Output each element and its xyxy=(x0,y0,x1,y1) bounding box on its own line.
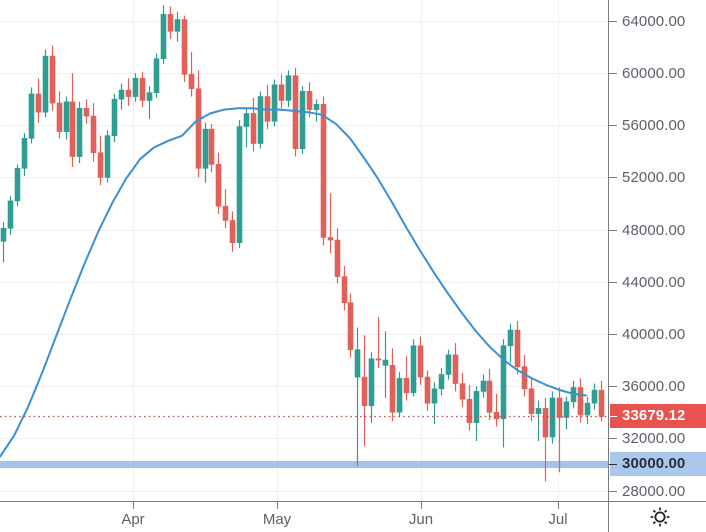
time-axis-label: Jun xyxy=(408,511,434,528)
chart-canvas xyxy=(0,0,608,501)
price-axis-label: 28000.00 xyxy=(622,483,686,500)
price-axis-label: 56000.00 xyxy=(622,117,686,134)
candlestick-series xyxy=(0,5,605,482)
time-tick xyxy=(133,502,134,509)
price-tick xyxy=(609,438,617,439)
price-tick xyxy=(609,125,617,126)
price-tick xyxy=(609,73,617,74)
time-tick xyxy=(277,502,278,509)
price-tick xyxy=(609,386,617,387)
time-axis[interactable]: Apr May Jun Jul xyxy=(0,501,706,532)
time-axis-label: Jul xyxy=(548,511,568,528)
price-axis-label: 48000.00 xyxy=(622,222,686,239)
chart-plot-area[interactable] xyxy=(0,0,608,501)
price-tick xyxy=(609,21,617,22)
moving-average-line xyxy=(0,107,587,458)
gear-icon xyxy=(650,507,670,527)
time-tick xyxy=(421,502,422,509)
vertical-gridlines xyxy=(133,0,559,501)
price-axis-label: 40000.00 xyxy=(622,326,686,343)
price-axis-label: 44000.00 xyxy=(622,274,686,291)
price-axis-label: 36000.00 xyxy=(622,378,686,395)
time-axis-label: Apr xyxy=(121,511,145,528)
chart-settings-button[interactable] xyxy=(646,503,674,531)
support-price-badge[interactable]: 30000.00 xyxy=(610,452,706,476)
price-axis-label: 60000.00 xyxy=(622,65,686,82)
price-axis-label: 32000.00 xyxy=(622,430,686,447)
time-tick xyxy=(558,502,559,509)
price-tick xyxy=(609,282,617,283)
support-price-tick xyxy=(609,464,617,465)
price-tick xyxy=(609,334,617,335)
last-price-badge[interactable]: 33679.12 xyxy=(610,404,706,428)
price-tick xyxy=(609,177,617,178)
price-axis[interactable]: 64000.00 60000.00 56000.00 52000.00 48000.00… xyxy=(608,0,706,501)
price-axis-label: 52000.00 xyxy=(622,169,686,186)
axis-corner-divider xyxy=(608,501,609,532)
last-price-tick xyxy=(609,416,617,417)
price-axis-label: 64000.00 xyxy=(622,13,686,30)
price-tick xyxy=(609,230,617,231)
time-axis-label: May xyxy=(262,511,292,528)
price-tick xyxy=(609,491,617,492)
